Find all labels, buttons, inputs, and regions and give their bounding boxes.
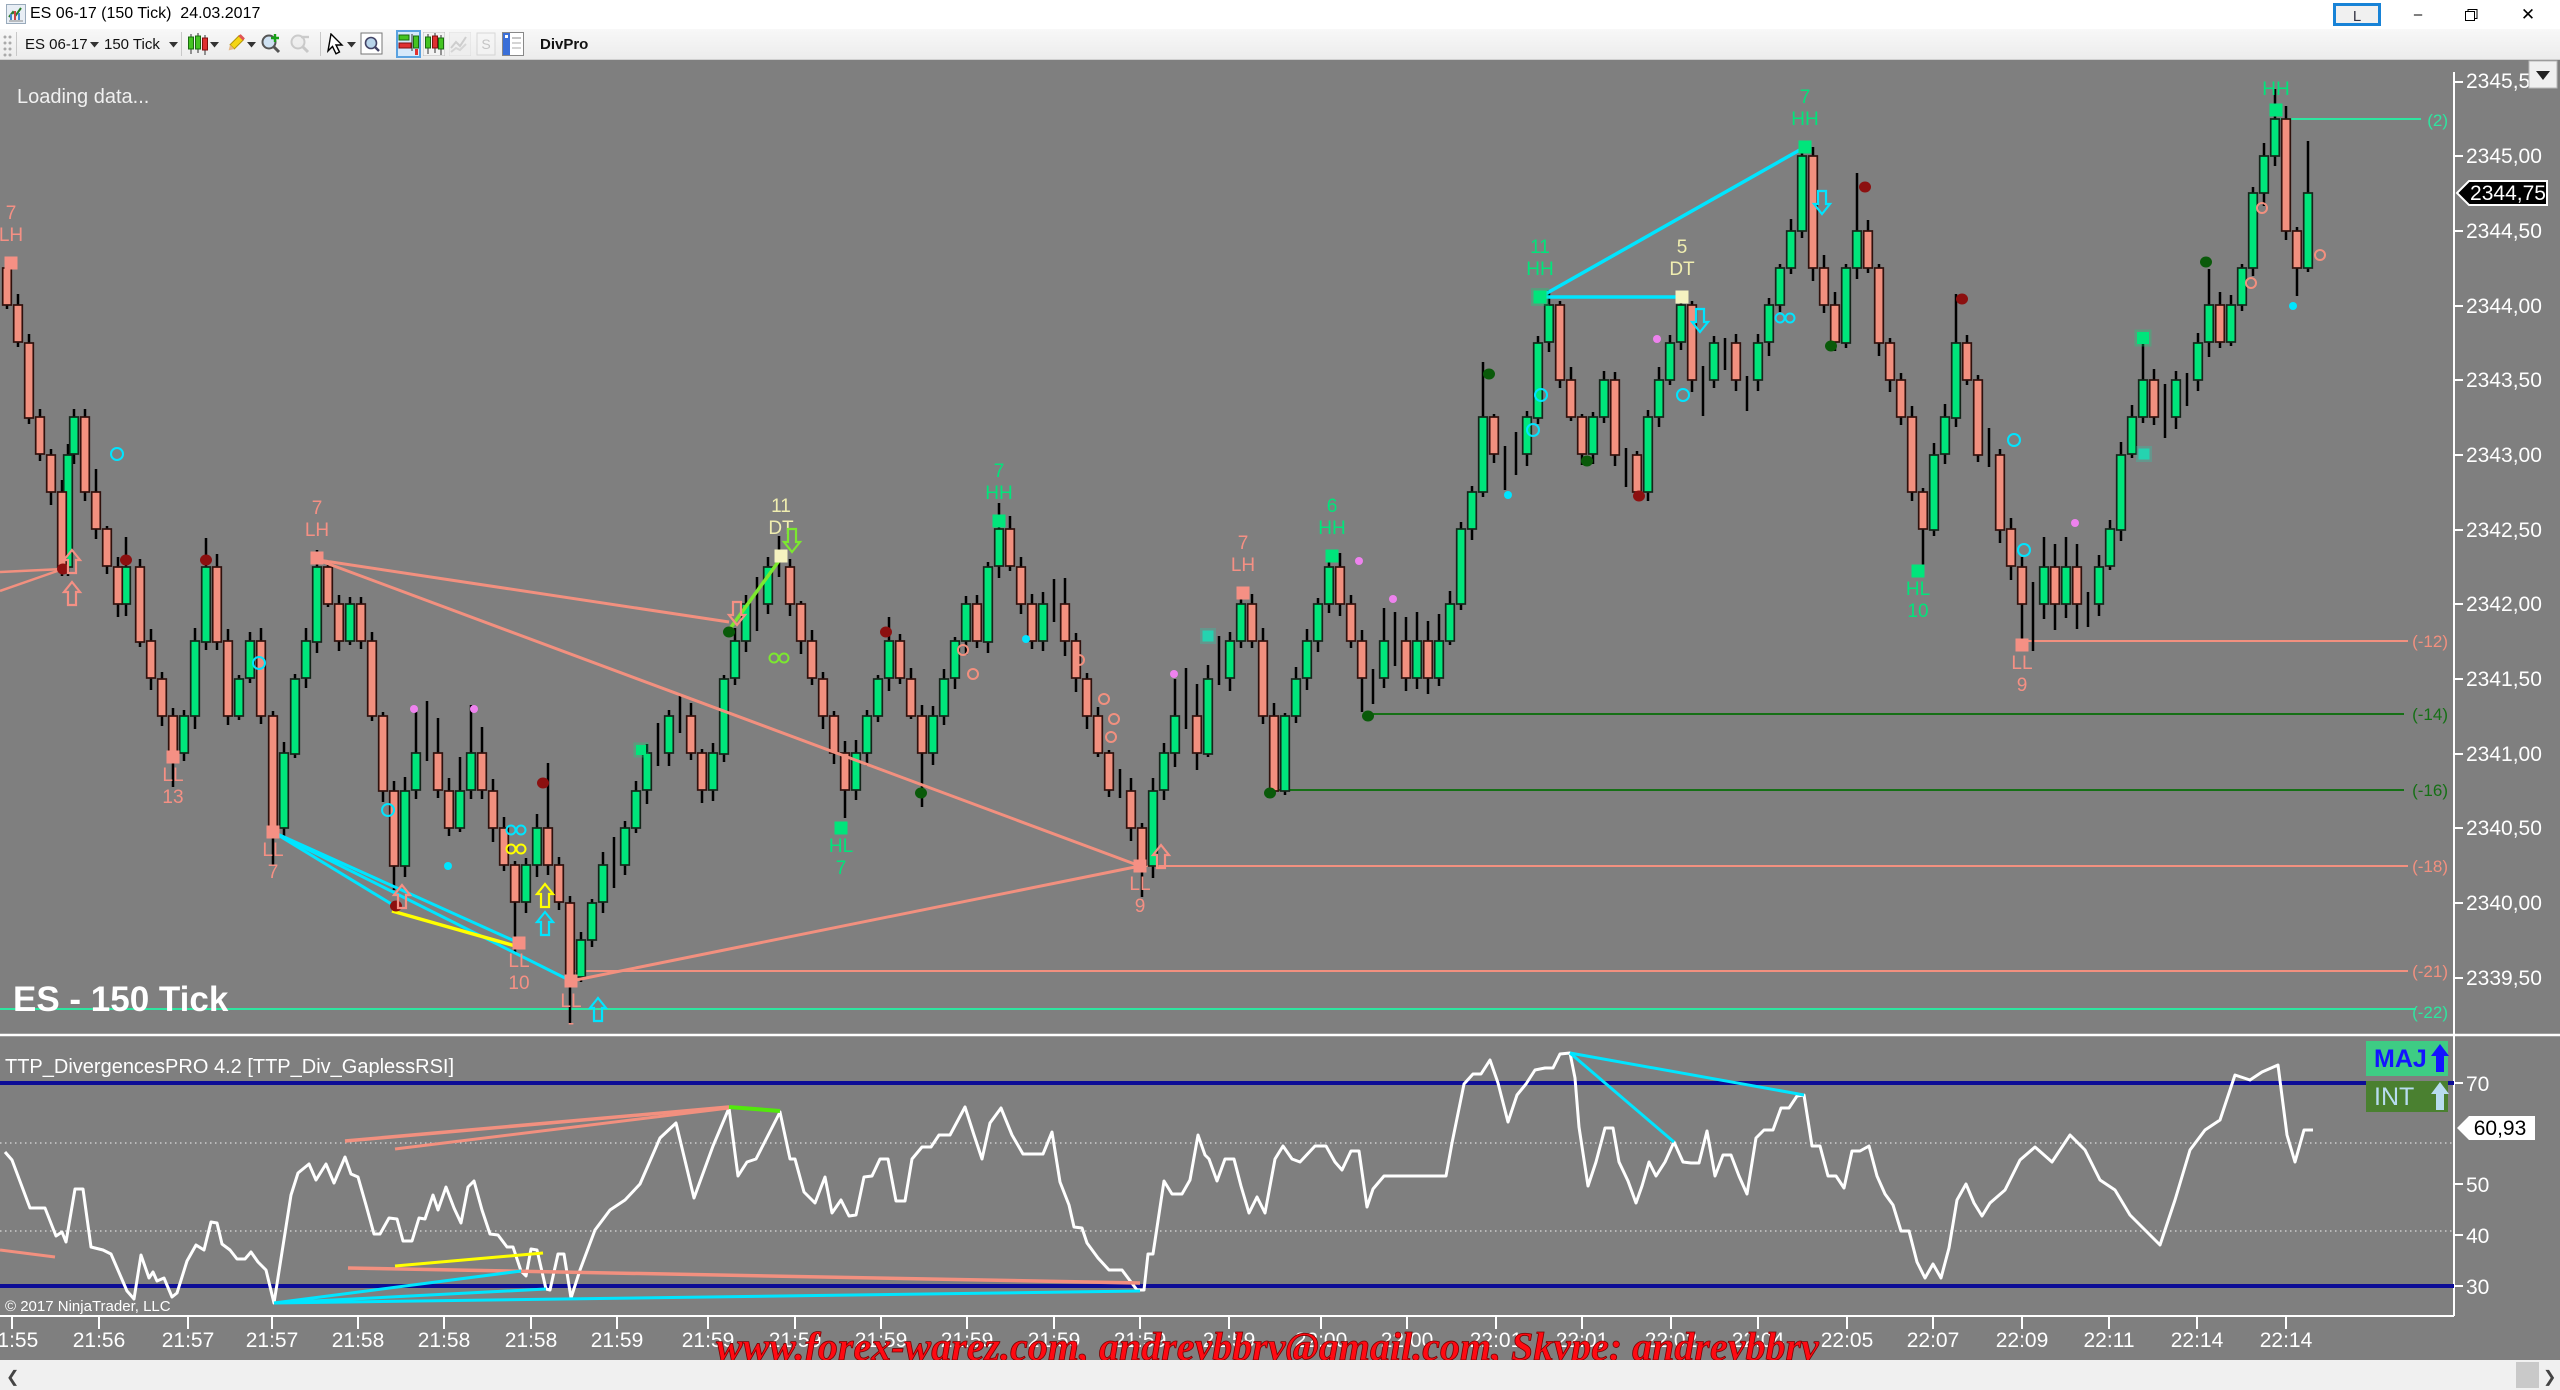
svg-text:22:05: 22:05 <box>1821 1329 1874 1352</box>
svg-text:2344,75: 2344,75 <box>2470 182 2546 205</box>
svg-text:21:58: 21:58 <box>505 1329 558 1352</box>
svg-text:22:01: 22:01 <box>1556 1329 1609 1352</box>
svg-text:21:59: 21:59 <box>1114 1329 1167 1352</box>
svg-text:(2): (2) <box>2427 111 2448 130</box>
svg-text:21:59: 21:59 <box>941 1329 994 1352</box>
svg-text:2343,00: 2343,00 <box>2466 444 2542 467</box>
svg-text:(-16): (-16) <box>2412 781 2448 800</box>
svg-text:21:59: 21:59 <box>591 1329 644 1352</box>
svg-text:(-14): (-14) <box>2412 705 2448 724</box>
svg-text:21:59: 21:59 <box>855 1329 908 1352</box>
svg-text:21:56: 21:56 <box>73 1329 126 1352</box>
svg-text:2339,50: 2339,50 <box>2466 967 2542 990</box>
svg-text:DT: DT <box>1669 259 1695 280</box>
svg-text:HH: HH <box>1791 109 1818 130</box>
svg-text:(-21): (-21) <box>2412 962 2448 981</box>
svg-text:22:04: 22:04 <box>1732 1329 1785 1352</box>
svg-text:LL: LL <box>560 991 581 1012</box>
svg-text:2343,50: 2343,50 <box>2466 369 2542 392</box>
svg-text:21:55: 21:55 <box>0 1329 38 1352</box>
svg-text:7: 7 <box>994 461 1005 482</box>
svg-text:30: 30 <box>2466 1276 2489 1299</box>
svg-text:HL: HL <box>1906 579 1930 600</box>
svg-text:21:57: 21:57 <box>162 1329 215 1352</box>
svg-text:2341,50: 2341,50 <box>2466 668 2542 691</box>
svg-text:7: 7 <box>836 858 847 879</box>
svg-text:9: 9 <box>2017 675 2028 696</box>
svg-text:LH: LH <box>1231 555 1255 576</box>
svg-text:INT: INT <box>2374 1083 2414 1111</box>
svg-text:2344,50: 2344,50 <box>2466 220 2542 243</box>
svg-text:© 2017 NinjaTrader, LLC: © 2017 NinjaTrader, LLC <box>5 1298 171 1315</box>
svg-text:TTP_DivergencesPRO 4.2 [TTP_Di: TTP_DivergencesPRO 4.2 [TTP_Div_GaplessR… <box>5 1056 454 1078</box>
svg-text:LH: LH <box>305 520 329 541</box>
svg-text:7: 7 <box>6 203 17 224</box>
svg-text:22:14: 22:14 <box>2171 1329 2224 1352</box>
svg-text:22:02: 22:02 <box>1645 1329 1698 1352</box>
svg-text:22:01: 22:01 <box>1470 1329 1523 1352</box>
svg-text:LL: LL <box>508 951 529 972</box>
svg-text:2345,50: 2345,50 <box>2466 70 2542 93</box>
svg-text:40: 40 <box>2466 1225 2489 1248</box>
svg-text:(-12): (-12) <box>2412 632 2448 651</box>
svg-text:21:58: 21:58 <box>418 1329 471 1352</box>
svg-text:7: 7 <box>1238 533 1249 554</box>
svg-text:2342,50: 2342,50 <box>2466 519 2542 542</box>
svg-text:22:09: 22:09 <box>1996 1329 2049 1352</box>
svg-text:5: 5 <box>1677 237 1688 258</box>
svg-text:HH: HH <box>2262 79 2289 100</box>
svg-text:HL: HL <box>829 836 853 857</box>
svg-text:Loading data...: Loading data... <box>17 86 149 108</box>
svg-text:(-22): (-22) <box>2412 1003 2448 1022</box>
svg-text:70: 70 <box>2466 1073 2489 1096</box>
svg-text:2345,00: 2345,00 <box>2466 145 2542 168</box>
svg-text:22:00: 22:00 <box>1381 1329 1434 1352</box>
svg-text:(-18): (-18) <box>2412 857 2448 876</box>
svg-text:21:59: 21:59 <box>1028 1329 1081 1352</box>
svg-text:2342,00: 2342,00 <box>2466 593 2542 616</box>
svg-text:11: 11 <box>1530 237 1550 258</box>
svg-text:11: 11 <box>771 496 791 517</box>
svg-text:21:57: 21:57 <box>246 1329 299 1352</box>
svg-text:22:07: 22:07 <box>1907 1329 1960 1352</box>
svg-text:2344,00: 2344,00 <box>2466 295 2542 318</box>
svg-text:2340,00: 2340,00 <box>2466 892 2542 915</box>
svg-text:-: - <box>568 1013 574 1034</box>
svg-text:MAJ: MAJ <box>2374 1045 2427 1073</box>
svg-text:9: 9 <box>1135 896 1146 917</box>
svg-text:22:00: 22:00 <box>1295 1329 1348 1352</box>
svg-text:21:58: 21:58 <box>332 1329 385 1352</box>
svg-text:21:59: 21:59 <box>682 1329 735 1352</box>
svg-text:ES - 150 Tick: ES - 150 Tick <box>13 980 229 1019</box>
svg-text:22:11: 22:11 <box>2084 1329 2135 1352</box>
svg-text:21:59: 21:59 <box>1203 1329 1256 1352</box>
svg-text:7: 7 <box>1800 87 1811 108</box>
svg-text:HH: HH <box>985 483 1012 504</box>
svg-text:6: 6 <box>1327 496 1338 517</box>
svg-text:13: 13 <box>162 787 183 808</box>
svg-text:LL: LL <box>2011 653 2032 674</box>
svg-text:10: 10 <box>508 973 529 994</box>
svg-text:10: 10 <box>1907 601 1928 622</box>
svg-text:LH: LH <box>0 225 23 246</box>
svg-text:HH: HH <box>1318 518 1345 539</box>
svg-text:60,93: 60,93 <box>2474 1117 2527 1140</box>
svg-text:S: S <box>481 36 490 52</box>
svg-text:LL: LL <box>162 765 183 786</box>
svg-text:LL: LL <box>262 840 283 861</box>
svg-text:2341,00: 2341,00 <box>2466 743 2542 766</box>
svg-text:21:59: 21:59 <box>769 1329 822 1352</box>
svg-text:7: 7 <box>268 862 279 883</box>
svg-text:2340,50: 2340,50 <box>2466 817 2542 840</box>
svg-text:7: 7 <box>312 498 323 519</box>
svg-text:HH: HH <box>1526 259 1553 280</box>
svg-text:LL: LL <box>1129 874 1150 895</box>
svg-text:50: 50 <box>2466 1174 2489 1197</box>
svg-text:22:14: 22:14 <box>2260 1329 2313 1352</box>
